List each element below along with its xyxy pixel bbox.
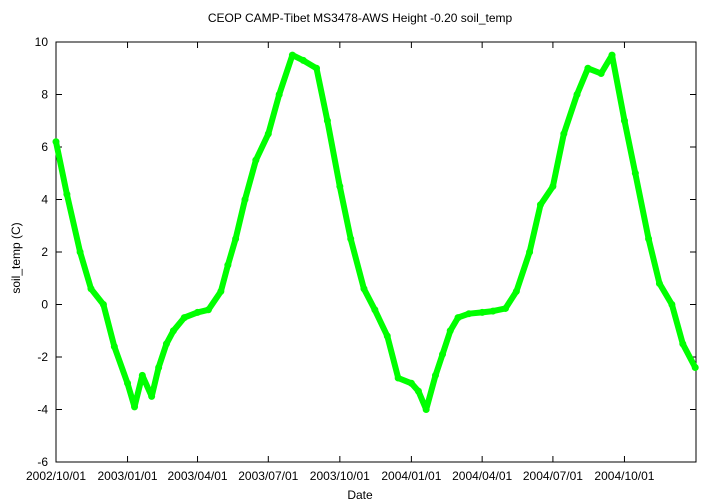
data-point [394,374,402,382]
data-point [360,285,368,293]
data-point [52,138,60,146]
data-point [549,182,557,190]
data-point [536,201,544,209]
y-tick-label: -4 [37,403,48,417]
y-tick-label: -2 [37,350,48,364]
x-tick-label: 2003/07/01 [238,469,298,483]
data-point [608,51,616,59]
data-point [655,280,663,287]
x-tick-label: 2003/10/01 [310,469,370,483]
series-line [53,52,699,413]
data-point [371,306,379,314]
data-point [438,350,446,358]
data-point [87,285,95,293]
y-tick-label: 10 [35,35,49,49]
data-point [162,340,170,348]
data-point [560,130,568,138]
data-point [422,406,430,413]
data-point [275,91,283,98]
data-point [573,91,581,98]
data-point [691,364,699,371]
data-point [76,248,84,256]
y-axis-label: soil_temp (C) [9,222,23,294]
y-tick-label: 0 [41,298,48,312]
data-point [414,387,422,395]
data-point [110,343,118,350]
y-tick-label: 8 [41,88,48,102]
data-point [204,306,212,314]
data-point [288,51,296,59]
data-point [383,332,391,340]
data-point [131,403,139,411]
x-tick-label: 2004/01/01 [381,469,441,483]
data-point [299,56,307,64]
y-axis: -6 -4 -2 0 2 4 6 8 10 [35,35,696,469]
data-point [241,196,249,203]
x-axis-label: Date [347,488,373,502]
data-point [347,235,355,243]
data-point [631,169,639,177]
data-point [584,64,592,72]
data-point [99,301,107,308]
data-point [407,379,415,387]
data-point [454,314,462,322]
data-point [217,287,225,295]
data-point [313,64,321,72]
x-tick-label: 2003/04/01 [167,469,227,483]
data-point [478,308,486,316]
data-point [431,371,439,379]
x-tick-label: 2002/10/01 [26,469,86,483]
data-point [620,117,628,125]
data-point [597,70,605,77]
series-points [52,51,699,413]
data-point [232,235,240,243]
data-point [668,301,676,308]
data-point [224,261,232,269]
data-point [465,310,473,318]
data-point [323,117,331,125]
data-point [645,235,653,243]
data-point [138,371,146,379]
data-point [180,314,188,322]
y-tick-label: 6 [41,140,48,154]
y-tick-label: 4 [41,193,48,207]
y-tick-label: 2 [41,245,48,259]
data-point [194,308,202,316]
x-tick-label: 2003/01/01 [98,469,158,483]
data-point [512,287,520,295]
x-tick-label: 2004/10/01 [594,469,654,483]
data-point [501,304,509,312]
data-point [169,327,177,335]
x-tick-label: 2004/04/01 [452,469,512,483]
data-point [148,392,156,400]
data-point [264,130,272,138]
data-point [446,327,454,335]
data-point [124,379,132,387]
data-point [155,364,163,371]
data-point [63,190,71,198]
data-point [336,182,344,190]
x-axis: 2002/10/01 2003/01/01 2003/04/01 2003/07/01… [26,42,655,483]
data-point [679,340,687,348]
data-point [489,307,497,315]
chart-title: CEOP CAMP-Tibet MS3478-AWS Height -0.20 … [207,11,513,25]
x-tick-label: 2004/07/01 [523,469,583,483]
data-point [526,248,534,256]
y-tick-label: -6 [37,455,48,469]
data-point [252,156,260,164]
